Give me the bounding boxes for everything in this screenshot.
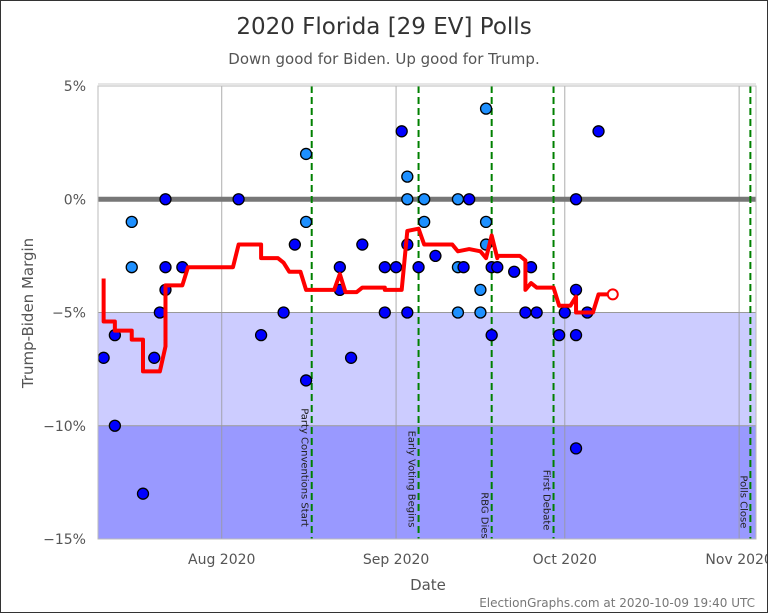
y-tick-label: 5% [64,79,86,95]
poll-point [299,147,313,161]
band [98,199,756,313]
poll-point [429,249,442,263]
poll-point [519,306,532,319]
poll-point [508,265,521,278]
poll-point [378,261,391,274]
poll-point [356,238,369,251]
event-label: Early Voting Begins [406,431,417,528]
average-line [101,226,610,374]
chart-subtitle: Down good for Biden. Up good for Trump. [228,50,539,68]
x-tick-label: Nov 2020 [705,552,767,568]
poll-point [299,374,313,387]
poll-point [569,442,583,455]
poll-point [569,283,583,297]
poll-point [401,170,414,183]
poll-point [108,419,122,432]
poll-point [457,261,470,274]
y-tick-label: 0% [64,192,86,208]
poll-point [159,261,172,274]
poll-point [418,215,431,229]
poll-point [299,215,313,229]
poll-point [474,306,487,319]
event-label: RBG Dies [479,492,490,538]
poll-point [592,125,605,138]
poll-point [418,193,431,206]
y-axis-label: Trump-Biden Margin [19,238,37,389]
poll-point [401,306,414,319]
poll-point [148,351,161,364]
y-tick-label: −10% [43,419,86,435]
poll-point [569,193,583,206]
poll-point [159,193,172,206]
y-tick-label: −5% [52,306,86,322]
y-tick-label: −15% [43,532,86,548]
x-tick-label: Aug 2020 [188,552,255,568]
poll-point [485,328,498,342]
band-top [98,86,756,200]
chart-title: 2020 Florida [29 EV] Polls [236,14,531,40]
poll-point [125,215,138,229]
band [98,312,756,426]
x-axis-label: Date [410,576,446,594]
event-label: Party Conventions Start [299,408,310,527]
poll-point [344,351,358,364]
poll-point [254,328,268,342]
poll-point [401,193,414,206]
poll-point [474,283,487,297]
poll-point [479,215,493,229]
band [98,425,756,539]
poll-point [463,193,476,206]
poll-point [395,125,408,138]
poll-point [451,306,465,319]
poll-point [333,261,346,274]
poll-point [412,261,425,274]
plot-border [97,85,757,540]
poll-point [491,261,504,274]
event-label: First Debate [541,470,552,531]
poll-point [530,306,543,319]
poll-point [389,261,403,274]
poll-point [277,306,290,319]
poll-point [479,102,493,115]
event-label: Polls Close [737,475,748,528]
poll-point [125,261,138,274]
x-tick-label: Oct 2020 [533,552,597,568]
poll-point [288,238,301,251]
poll-point [553,328,566,342]
poll-point [378,306,391,319]
poll-point [451,193,465,206]
poll-point [232,193,245,206]
footer-credit: ElectionGraphs.com at 2020-10-09 19:40 U… [479,596,755,610]
poll-point [136,487,150,500]
x-tick-label: Sep 2020 [363,552,429,568]
poll-point [569,328,583,342]
poll-point [558,306,571,319]
poll-point [97,351,110,364]
current-average-marker [606,288,619,301]
